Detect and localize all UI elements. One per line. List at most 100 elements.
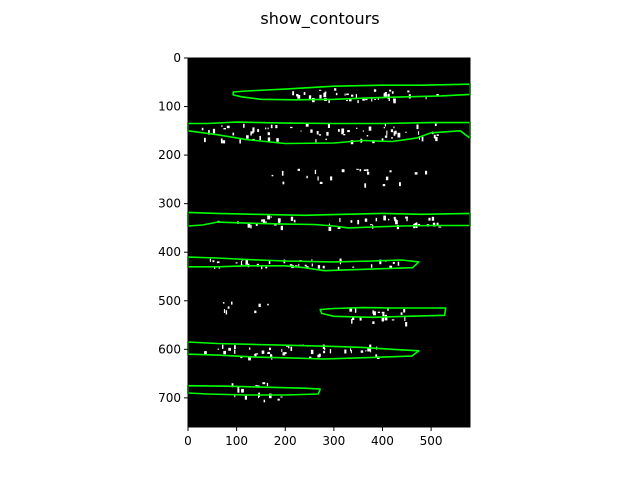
y-tick-label: 300 xyxy=(158,197,181,211)
text-blob xyxy=(369,344,372,350)
text-blob xyxy=(372,321,375,324)
text-blob xyxy=(250,131,254,134)
contour xyxy=(187,211,471,229)
text-blob xyxy=(339,218,341,223)
text-blob xyxy=(377,311,380,313)
text-blob xyxy=(261,219,264,222)
text-blob xyxy=(254,353,257,357)
text-blob xyxy=(309,356,312,359)
text-blob xyxy=(421,136,424,142)
text-blob xyxy=(366,169,369,172)
text-blob xyxy=(375,354,378,357)
text-blob xyxy=(375,217,378,222)
y-tick-label: 500 xyxy=(158,294,181,308)
text-blob xyxy=(379,259,382,265)
text-blob xyxy=(218,266,220,269)
text-blob xyxy=(350,348,352,352)
text-blob xyxy=(323,350,326,354)
text-blob xyxy=(223,309,226,313)
text-blob xyxy=(338,129,340,132)
text-blob xyxy=(418,131,420,135)
y-tick-label: 600 xyxy=(158,342,181,356)
text-blob xyxy=(235,262,238,264)
text-blob xyxy=(381,138,384,142)
text-blob xyxy=(319,94,322,99)
x-tick-label: 400 xyxy=(371,434,394,448)
image-panel xyxy=(187,58,471,427)
y-tick-label: 400 xyxy=(158,245,181,259)
text-blob xyxy=(265,127,267,130)
text-blob xyxy=(391,91,394,94)
text-blob xyxy=(349,308,353,312)
text-blob xyxy=(431,216,435,221)
text-blob xyxy=(217,348,219,350)
text-blob xyxy=(406,218,408,222)
text-blob xyxy=(328,226,332,231)
text-blob xyxy=(222,140,226,144)
contour xyxy=(187,256,420,272)
text-blob xyxy=(245,259,248,265)
text-blob xyxy=(372,140,375,144)
text-blob xyxy=(395,220,398,225)
text-blob xyxy=(226,125,230,129)
text-blob xyxy=(365,350,367,352)
text-blob xyxy=(259,135,261,141)
text-blob xyxy=(289,264,293,267)
text-blob xyxy=(246,135,249,139)
y-tick-label: 100 xyxy=(158,100,181,114)
text-blob xyxy=(351,319,353,324)
text-blob xyxy=(385,176,389,181)
text-blob xyxy=(359,317,362,321)
text-blob xyxy=(254,310,257,314)
text-blob xyxy=(252,127,255,133)
text-blob xyxy=(384,123,386,127)
text-blob xyxy=(384,316,388,321)
text-blob xyxy=(306,175,308,179)
text-blob xyxy=(399,182,401,187)
text-blob xyxy=(303,92,306,95)
text-blob xyxy=(418,223,421,226)
text-blob xyxy=(405,131,407,133)
text-blob xyxy=(416,124,419,130)
text-blob xyxy=(435,136,438,142)
text-blob xyxy=(269,393,272,399)
contour xyxy=(187,384,322,396)
text-blob xyxy=(277,398,280,401)
text-blob xyxy=(310,349,314,355)
text-blob xyxy=(280,225,283,231)
text-blob xyxy=(243,123,245,128)
text-blob xyxy=(315,139,317,143)
text-blob xyxy=(250,224,252,229)
text-blob xyxy=(370,224,373,226)
text-blob xyxy=(341,128,345,134)
text-blob xyxy=(234,349,236,354)
text-blob xyxy=(381,311,385,314)
text-blob xyxy=(391,137,393,139)
text-blob xyxy=(282,181,285,185)
text-blob xyxy=(397,261,400,266)
text-blob xyxy=(220,138,223,144)
axes-frame xyxy=(187,57,471,428)
text-blob xyxy=(282,352,286,356)
text-blob xyxy=(346,100,348,102)
text-blob xyxy=(237,389,240,393)
text-blob xyxy=(389,170,392,173)
text-blob xyxy=(281,170,284,176)
contour xyxy=(187,341,420,360)
text-blob xyxy=(372,310,375,314)
text-blob xyxy=(400,312,403,315)
text-blob xyxy=(311,259,313,261)
text-blob xyxy=(335,92,338,96)
text-blob xyxy=(292,91,295,96)
text-blob xyxy=(269,347,271,351)
text-blob xyxy=(352,266,355,268)
contour xyxy=(187,121,471,145)
text-blob xyxy=(381,316,384,322)
text-blob xyxy=(227,306,230,309)
text-blob xyxy=(363,169,367,171)
text-blob xyxy=(239,138,241,144)
text-blob xyxy=(425,170,428,175)
text-blob xyxy=(223,128,226,130)
text-blob xyxy=(428,217,431,221)
